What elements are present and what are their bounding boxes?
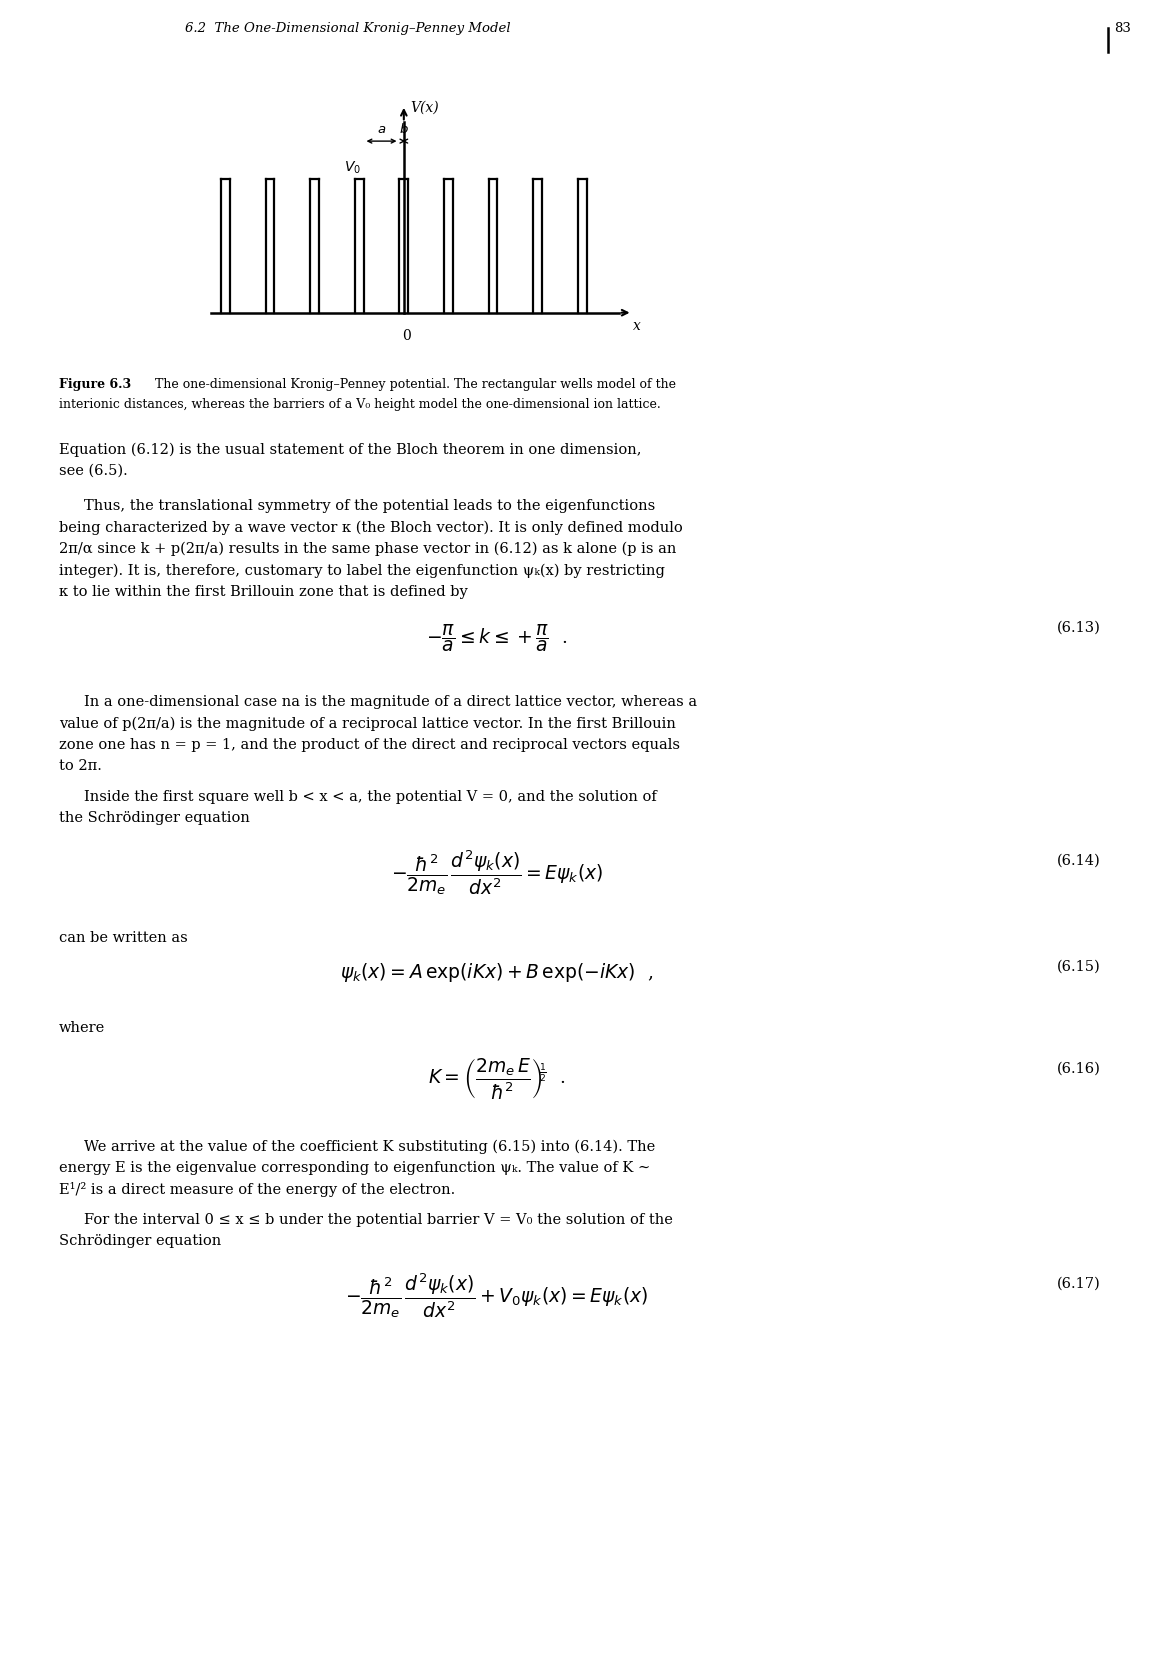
Text: (6.16): (6.16) — [1057, 1062, 1101, 1075]
Text: 6.2  The One-Dimensional Kronig–Penney Model: 6.2 The One-Dimensional Kronig–Penney Mo… — [184, 22, 510, 35]
Text: Equation (6.12) is the usual statement of the Bloch theorem in one dimension,: Equation (6.12) is the usual statement o… — [59, 443, 641, 458]
Text: Inside the first square well b < x < a, the potential V = 0, and the solution of: Inside the first square well b < x < a, … — [84, 790, 657, 804]
Text: can be written as: can be written as — [59, 932, 188, 945]
Text: zone one has n = p = 1, and the product of the direct and reciprocal vectors equ: zone one has n = p = 1, and the product … — [59, 737, 680, 752]
Text: to 2π.: to 2π. — [59, 759, 102, 774]
Text: E¹/² is a direct measure of the energy of the electron.: E¹/² is a direct measure of the energy o… — [59, 1183, 455, 1198]
Text: Figure 6.3: Figure 6.3 — [59, 378, 131, 391]
Text: $K = \left(\dfrac{2m_e\,E}{\hbar^2}\right)^{\!\!\frac{1}{2}}$  .: $K = \left(\dfrac{2m_e\,E}{\hbar^2}\righ… — [428, 1057, 565, 1102]
Text: $V_0$: $V_0$ — [343, 160, 361, 176]
Text: We arrive at the value of the coefficient K substituting (6.15) into (6.14). The: We arrive at the value of the coefficien… — [84, 1140, 655, 1153]
Text: energy E is the eigenvalue corresponding to eigenfunction ψₖ. The value of K ∼: energy E is the eigenvalue corresponding… — [59, 1161, 651, 1175]
Text: V(x): V(x) — [411, 102, 440, 115]
Text: $b$: $b$ — [399, 121, 408, 136]
Text: (6.13): (6.13) — [1057, 621, 1101, 636]
Text: value of p(2π/a) is the magnitude of a reciprocal lattice vector. In the first B: value of p(2π/a) is the magnitude of a r… — [59, 717, 676, 730]
Text: The one-dimensional Kronig–Penney potential. The rectangular wells model of the: The one-dimensional Kronig–Penney potent… — [147, 378, 676, 391]
Text: (6.17): (6.17) — [1057, 1276, 1101, 1291]
Text: where: where — [59, 1022, 106, 1035]
Text: $-\dfrac{\pi}{a} \leq k \leq +\dfrac{\pi}{a}$  .: $-\dfrac{\pi}{a} \leq k \leq +\dfrac{\pi… — [426, 622, 567, 654]
Text: κ to lie within the first Brillouin zone that is defined by: κ to lie within the first Brillouin zone… — [59, 586, 467, 599]
Text: $a$: $a$ — [377, 123, 386, 136]
Text: In a one-dimensional case na is the magnitude of a direct lattice vector, wherea: In a one-dimensional case na is the magn… — [84, 696, 697, 709]
Text: 0: 0 — [403, 329, 411, 343]
Text: (6.14): (6.14) — [1057, 854, 1101, 867]
Text: (6.15): (6.15) — [1057, 960, 1101, 973]
Text: x: x — [632, 319, 640, 333]
Text: $\psi_k(x) = A\,\exp(i K x) + B\,\exp(-i K x)$  ,: $\psi_k(x) = A\,\exp(i K x) + B\,\exp(-i… — [340, 962, 653, 985]
Text: 2π/α since k + p(2π/a) results in the same phase vector in (6.12) as k alone (p : 2π/α since k + p(2π/a) results in the sa… — [59, 542, 676, 556]
Text: $-\dfrac{\hbar^2}{2m_e}\,\dfrac{d^2\psi_k(x)}{dx^2} = E\psi_k(x)$: $-\dfrac{\hbar^2}{2m_e}\,\dfrac{d^2\psi_… — [391, 849, 603, 897]
Text: see (6.5).: see (6.5). — [59, 464, 128, 478]
Text: $-\dfrac{\hbar^2}{2m_e}\,\dfrac{d^2\psi_k(x)}{dx^2} + V_0\psi_k(x) = E\psi_k(x)$: $-\dfrac{\hbar^2}{2m_e}\,\dfrac{d^2\psi_… — [345, 1271, 648, 1320]
Text: the Schrödinger equation: the Schrödinger equation — [59, 812, 249, 825]
Text: being characterized by a wave vector κ (the Bloch vector). It is only defined mo: being characterized by a wave vector κ (… — [59, 521, 683, 534]
Text: integer). It is, therefore, customary to label the eigenfunction ψₖ(x) by restri: integer). It is, therefore, customary to… — [59, 564, 665, 577]
Text: 83: 83 — [1114, 22, 1131, 35]
Text: Schrödinger equation: Schrödinger equation — [59, 1235, 222, 1248]
Text: Thus, the translational symmetry of the potential leads to the eigenfunctions: Thus, the translational symmetry of the … — [84, 499, 655, 513]
Text: For the interval 0 ≤ x ≤ b under the potential barrier V = V₀ the solution of th: For the interval 0 ≤ x ≤ b under the pot… — [84, 1213, 673, 1226]
Text: interionic distances, whereas the barriers of a V₀ height model the one-dimensio: interionic distances, whereas the barrie… — [59, 398, 661, 411]
